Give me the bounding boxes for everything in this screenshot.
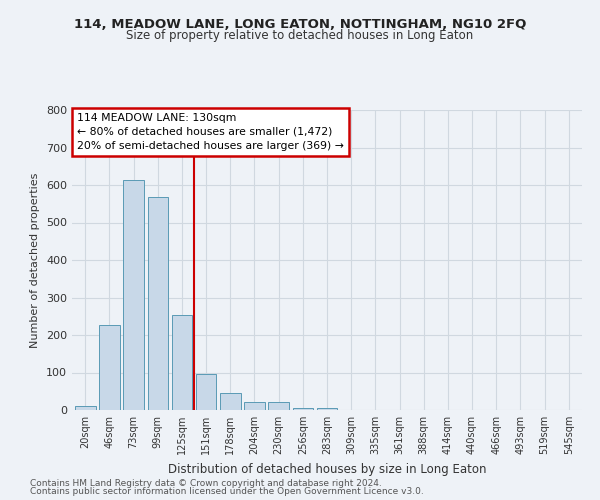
Bar (99, 324, 120, 410)
Bar (293, 408, 313, 410)
Text: Size of property relative to detached houses in Long Eaton: Size of property relative to detached ho… (127, 29, 473, 42)
X-axis label: Distribution of detached houses by size in Long Eaton: Distribution of detached houses by size … (168, 462, 486, 475)
Bar (124, 180, 144, 410)
Bar (172, 315, 192, 410)
Bar (268, 402, 289, 410)
Bar (317, 408, 337, 410)
Text: 114 MEADOW LANE: 130sqm
← 80% of detached houses are smaller (1,472)
20% of semi: 114 MEADOW LANE: 130sqm ← 80% of detache… (77, 113, 344, 151)
Text: Contains public sector information licensed under the Open Government Licence v3: Contains public sector information licen… (30, 487, 424, 496)
Bar (196, 374, 217, 410)
Bar (220, 393, 241, 410)
Bar (244, 402, 265, 410)
Bar (148, 198, 168, 410)
Y-axis label: Number of detached properties: Number of detached properties (31, 172, 40, 348)
Text: 114, MEADOW LANE, LONG EATON, NOTTINGHAM, NG10 2FQ: 114, MEADOW LANE, LONG EATON, NOTTINGHAM… (74, 18, 526, 30)
Text: Contains HM Land Registry data © Crown copyright and database right 2024.: Contains HM Land Registry data © Crown c… (30, 478, 382, 488)
Bar (75, 406, 95, 410)
